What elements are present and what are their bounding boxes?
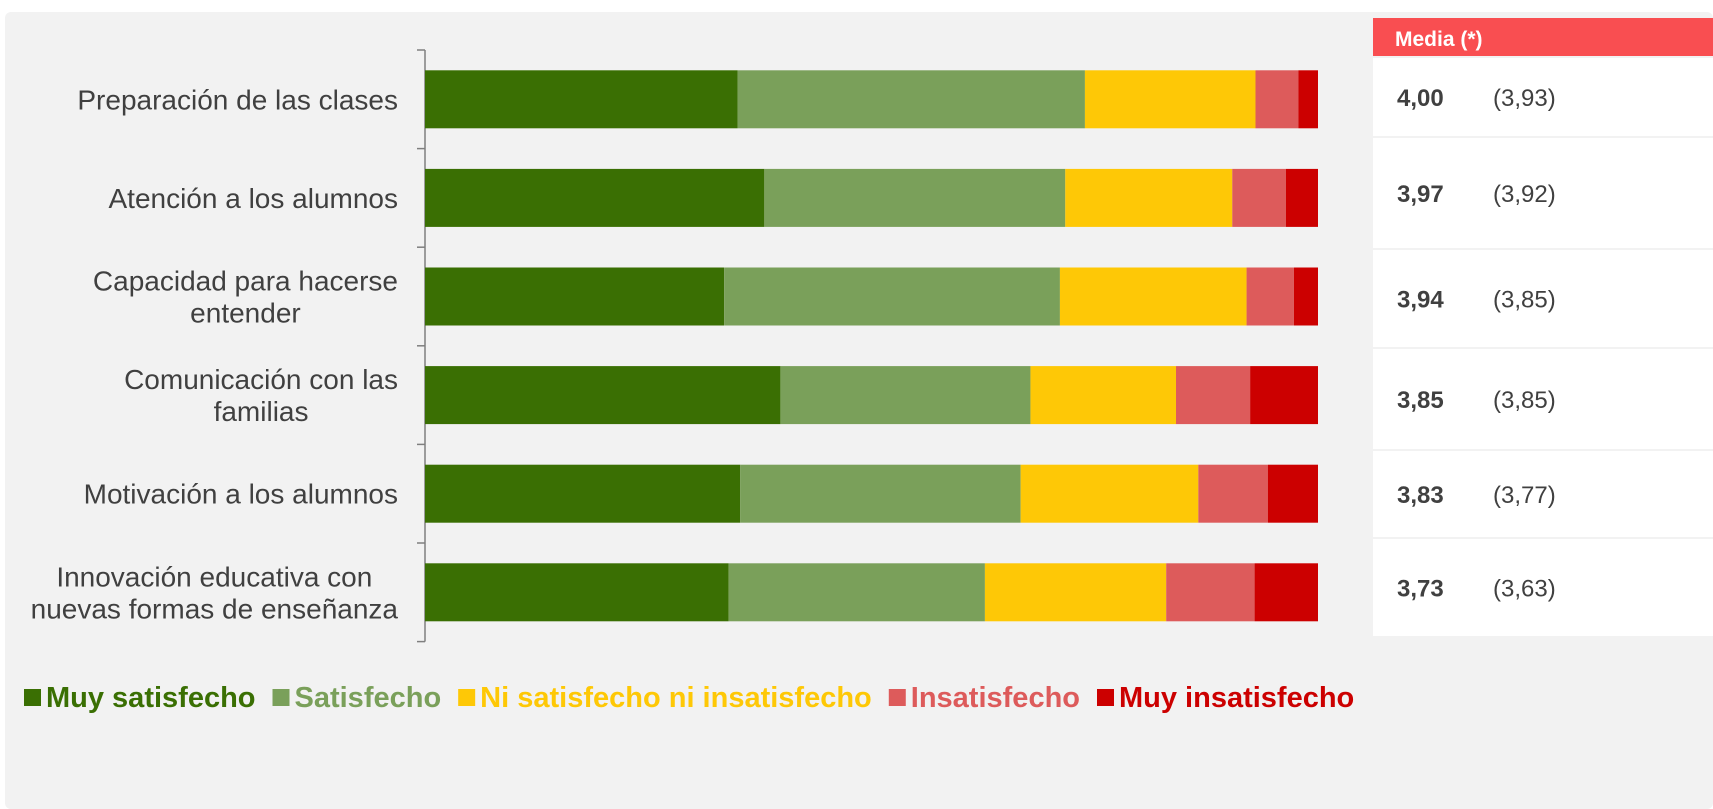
legend-swatch xyxy=(272,689,290,706)
mean-row-bg xyxy=(1373,349,1713,449)
bars-layer xyxy=(425,70,1318,622)
category-label-line: Atención a los alumnos xyxy=(108,183,398,214)
bar-segment-2-row-6 xyxy=(728,563,985,622)
bar-segment-1-row-3 xyxy=(425,267,725,326)
bar-segment-5-row-3 xyxy=(1293,267,1318,326)
bar-segment-1-row-5 xyxy=(425,464,741,523)
mean-value: 4,00 xyxy=(1397,85,1444,112)
bar-segment-3-row-1 xyxy=(1084,70,1256,129)
category-label: Preparación de las clases xyxy=(77,84,398,115)
category-label-line: nuevas formas de enseñanza xyxy=(31,593,399,624)
bar-segment-3-row-2 xyxy=(1065,168,1233,227)
bar-segment-4-row-2 xyxy=(1232,168,1286,227)
bar-segment-1-row-6 xyxy=(425,563,729,622)
legend: Muy satisfecho Satisfecho Ni satisfecho ni… xyxy=(24,682,1354,714)
mean-value: 3,94 xyxy=(1397,287,1444,314)
legend-swatch xyxy=(888,689,906,706)
mean-row-bg xyxy=(1373,58,1713,136)
legend-swatch xyxy=(1097,689,1114,706)
category-label-line: Motivación a los alumnos xyxy=(84,479,398,510)
bar-segment-5-row-6 xyxy=(1254,563,1318,622)
category-label-line: Preparación de las clases xyxy=(77,84,398,115)
legend-label: Insatisfecho xyxy=(911,682,1080,714)
mean-table: Media (*) 4,00 (3,93) 3,97 (3,92) 3,94 (3,85) 3… xyxy=(1373,18,1713,636)
category-label: Capacidad para hacerse entender xyxy=(93,266,398,329)
bar-segment-4-row-6 xyxy=(1166,563,1255,622)
bar-segment-4-row-4 xyxy=(1176,366,1251,425)
bar-segment-4-row-1 xyxy=(1255,70,1299,129)
bar-segment-3-row-3 xyxy=(1059,267,1247,326)
bar-segment-2-row-5 xyxy=(740,464,1021,523)
mean-previous-value: (3,85) xyxy=(1493,387,1556,414)
bar-segment-3-row-5 xyxy=(1020,464,1199,523)
category-label: Comunicación con las familias xyxy=(124,364,398,427)
bar-segment-3-row-6 xyxy=(984,563,1167,622)
legend-label: Satisfecho xyxy=(295,682,442,714)
category-label: Innovación educativa con nuevas formas de… xyxy=(31,561,399,624)
bar-segment-2-row-3 xyxy=(724,267,1060,326)
mean-previous-value: (3,77) xyxy=(1493,482,1556,509)
legend-swatch xyxy=(458,689,476,706)
bar-segment-5-row-4 xyxy=(1250,366,1318,425)
mean-header-bg xyxy=(1373,18,1713,56)
category-labels: Preparación de las clases Atención a los … xyxy=(31,84,399,624)
bar-segment-1-row-2 xyxy=(425,168,765,227)
bar-segment-5-row-5 xyxy=(1267,464,1318,523)
category-label-line: Innovación educativa con xyxy=(56,561,372,592)
legend-label: Muy satisfecho xyxy=(46,682,256,714)
mean-previous-value: (3,93) xyxy=(1493,85,1556,112)
mean-value: 3,73 xyxy=(1397,576,1444,603)
mean-previous-value: (3,85) xyxy=(1493,287,1556,314)
legend-swatch xyxy=(24,689,41,706)
bar-segment-5-row-1 xyxy=(1298,70,1318,129)
mean-value: 3,85 xyxy=(1397,387,1444,414)
bar-segment-3-row-4 xyxy=(1030,366,1177,425)
mean-row-bg xyxy=(1373,250,1713,347)
mean-previous-value: (3,63) xyxy=(1493,576,1556,603)
bar-segment-2-row-1 xyxy=(737,70,1085,129)
bar-segment-1-row-1 xyxy=(425,70,738,129)
category-label: Atención a los alumnos xyxy=(108,183,398,214)
category-label-line: familias xyxy=(214,396,309,427)
legend-label: Ni satisfecho ni insatisfecho xyxy=(480,682,872,714)
category-label-line: Comunicación con las xyxy=(124,364,398,395)
category-label-line: entender xyxy=(190,298,301,329)
bar-segment-4-row-5 xyxy=(1198,464,1268,523)
axis-layer xyxy=(417,49,426,643)
mean-value: 3,97 xyxy=(1397,181,1444,208)
bar-segment-4-row-3 xyxy=(1246,267,1294,326)
mean-row-bg xyxy=(1373,451,1713,537)
bar-segment-2-row-2 xyxy=(764,168,1066,227)
bar-segment-2-row-4 xyxy=(780,366,1031,425)
mean-row-bg xyxy=(1373,539,1713,636)
mean-header: Media (*) xyxy=(1395,28,1483,51)
mean-previous-value: (3,92) xyxy=(1493,181,1556,208)
legend-label: Muy insatisfecho xyxy=(1119,682,1354,714)
mean-row-bg xyxy=(1373,138,1713,248)
bar-segment-1-row-4 xyxy=(425,366,781,425)
category-label-line: Capacidad para hacerse xyxy=(93,266,398,297)
bar-segment-5-row-2 xyxy=(1285,168,1318,227)
category-label: Motivación a los alumnos xyxy=(84,479,398,510)
mean-value: 3,83 xyxy=(1397,482,1444,509)
